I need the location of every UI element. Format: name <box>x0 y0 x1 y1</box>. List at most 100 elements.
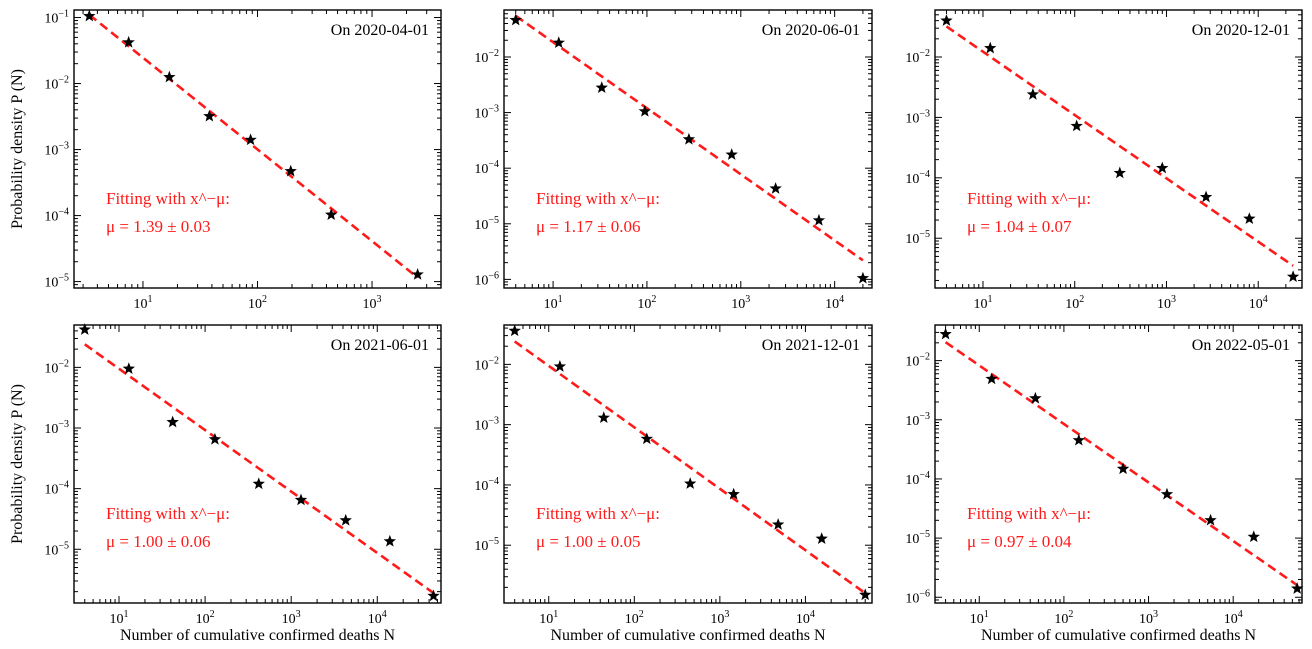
tick-label: 104 <box>825 294 844 312</box>
data-point <box>595 81 608 93</box>
data-point <box>812 213 826 226</box>
data-point <box>1286 270 1300 283</box>
data-point <box>411 268 424 280</box>
chart-panel-4: 101 102 103 104 10−5 10−4 10−3 10−2 On 2021-06-0… <box>9 323 442 644</box>
tick-label: 102 <box>248 294 267 312</box>
plot-frame <box>503 324 873 604</box>
tick-label: 10−2 <box>474 355 499 373</box>
fit-annotation-line1: Fitting with x^−μ: <box>106 189 230 208</box>
data-point <box>78 323 91 335</box>
panel-title: On 2022-05-01 <box>1192 337 1290 354</box>
tick-label: 10−2 <box>905 48 930 66</box>
tick-label: 10−5 <box>474 215 499 233</box>
tick-label: 10−4 <box>44 207 69 225</box>
plot-frame <box>934 324 1303 604</box>
data-point <box>856 271 870 284</box>
data-point <box>597 411 610 424</box>
data-point <box>727 487 740 500</box>
tick-label: 102 <box>196 609 215 627</box>
data-point <box>1199 190 1213 203</box>
data-point <box>684 477 697 489</box>
data-point <box>1029 391 1042 404</box>
data-point <box>252 477 265 490</box>
panel-title: On 2020-04-01 <box>331 22 429 39</box>
data-point <box>1070 119 1083 132</box>
data-point <box>1113 166 1126 179</box>
data-point <box>203 109 216 122</box>
data-point <box>1026 87 1040 100</box>
fit-line <box>513 340 866 595</box>
tick-label: 103 <box>363 294 382 312</box>
tick-label: 10−2 <box>44 75 69 93</box>
tick-label: 101 <box>970 609 989 627</box>
fit-line <box>945 25 1294 267</box>
data-point <box>122 362 135 374</box>
data-point <box>985 372 998 385</box>
x-axis-label: Number of cumulative confirmed deaths N <box>120 627 395 644</box>
panel-title: On 2020-12-01 <box>1192 22 1290 39</box>
tick-label: 104 <box>368 609 387 627</box>
fit-annotation-line1: Fitting with x^−μ: <box>536 504 660 523</box>
data-point <box>939 327 952 340</box>
data-point <box>83 9 96 22</box>
data-point <box>682 132 696 145</box>
data-point <box>1160 487 1174 500</box>
fit-annotation-line1: Fitting with x^−μ: <box>536 189 660 208</box>
tick-label: 103 <box>710 609 729 627</box>
tick-label: 102 <box>637 294 656 312</box>
x-axis-label: Number of cumulative confirmed deaths N <box>550 627 825 644</box>
data-point <box>383 534 397 547</box>
tick-label: 10−5 <box>474 536 499 554</box>
chart-panel-2: 101 102 103 104 10−6 10−5 10−4 10−3 10−2 On 2020-… <box>474 9 873 312</box>
y-axis-label: Probability density P (N) <box>9 69 26 229</box>
data-point <box>122 35 135 48</box>
tick-label: 10−3 <box>44 141 69 159</box>
data-point <box>1156 161 1169 174</box>
fit-annotation-line2: μ = 0.97 ± 0.04 <box>967 532 1072 551</box>
data-point <box>1204 513 1217 526</box>
tick-label: 101 <box>539 609 558 627</box>
chart-panel-1: 101 102 103 10−5 10−4 10−3 10−2 10−1 On 2020-04-… <box>9 9 442 312</box>
tick-label: 10−5 <box>44 540 69 558</box>
fit-annotation-line1: Fitting with x^−μ: <box>967 189 1091 208</box>
data-point <box>325 208 338 220</box>
fit-annotation-line2: μ = 1.39 ± 0.03 <box>106 217 211 236</box>
tick-label: 104 <box>1249 294 1268 312</box>
fit-line <box>84 343 435 595</box>
chart-panel-3: 101 102 103 104 10−5 10−4 10−3 10−2 On 2020-12-0… <box>905 9 1303 312</box>
tick-label: 104 <box>1224 609 1243 627</box>
tick-label: 10−2 <box>905 352 930 370</box>
tick-label: 10−3 <box>474 416 499 434</box>
data-point <box>1116 462 1130 475</box>
data-point <box>244 133 257 146</box>
data-point <box>427 589 440 602</box>
tick-label: 10−3 <box>905 108 930 126</box>
fit-line <box>944 341 1298 587</box>
data-point <box>1243 212 1256 225</box>
data-point <box>552 36 565 49</box>
tick-label: 10−5 <box>905 229 930 247</box>
fit-line <box>88 13 419 279</box>
tick-label: 101 <box>110 609 129 627</box>
fit-annotation-line2: μ = 1.00 ± 0.05 <box>536 532 641 551</box>
tick-label: 10−4 <box>905 470 930 488</box>
fit-annotation-line2: μ = 1.00 ± 0.06 <box>106 532 211 551</box>
tick-label: 10−3 <box>905 411 930 429</box>
tick-label: 101 <box>133 294 152 312</box>
data-point <box>638 104 652 117</box>
data-point <box>940 14 953 26</box>
tick-label: 102 <box>1054 609 1073 627</box>
panel-title: On 2021-06-01 <box>331 337 429 354</box>
tick-label: 10−3 <box>44 419 69 437</box>
data-point <box>339 513 352 526</box>
data-point <box>815 532 828 545</box>
data-point <box>509 13 522 26</box>
data-point <box>771 518 785 530</box>
tick-label: 10−2 <box>474 48 499 66</box>
panel-title: On 2020-06-01 <box>762 22 860 39</box>
tick-label: 103 <box>1139 609 1158 627</box>
panel-title: On 2021-12-01 <box>762 337 860 354</box>
fit-annotation-line2: μ = 1.04 ± 0.07 <box>967 217 1072 236</box>
chart-panel-6: 101 102 103 104 10−6 10−5 10−4 10−3 10−2 On 2022-… <box>905 324 1304 644</box>
